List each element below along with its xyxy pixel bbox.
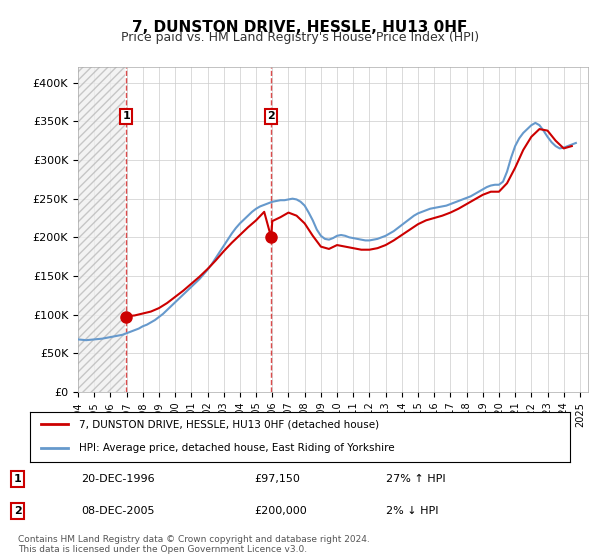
Text: HPI: Average price, detached house, East Riding of Yorkshire: HPI: Average price, detached house, East… bbox=[79, 443, 394, 453]
Text: 7, DUNSTON DRIVE, HESSLE, HU13 0HF: 7, DUNSTON DRIVE, HESSLE, HU13 0HF bbox=[133, 20, 467, 35]
Text: Price paid vs. HM Land Registry's House Price Index (HPI): Price paid vs. HM Land Registry's House … bbox=[121, 31, 479, 44]
Text: £200,000: £200,000 bbox=[254, 506, 307, 516]
Text: £97,150: £97,150 bbox=[254, 474, 300, 484]
Text: 2: 2 bbox=[267, 111, 275, 122]
Text: 7, DUNSTON DRIVE, HESSLE, HU13 0HF (detached house): 7, DUNSTON DRIVE, HESSLE, HU13 0HF (deta… bbox=[79, 419, 379, 429]
Text: 2% ↓ HPI: 2% ↓ HPI bbox=[386, 506, 439, 516]
Text: Contains HM Land Registry data © Crown copyright and database right 2024.
This d: Contains HM Land Registry data © Crown c… bbox=[18, 535, 370, 554]
Text: 08-DEC-2005: 08-DEC-2005 bbox=[81, 506, 155, 516]
Text: 1: 1 bbox=[122, 111, 130, 122]
Text: 1: 1 bbox=[14, 474, 22, 484]
Text: 20-DEC-1996: 20-DEC-1996 bbox=[81, 474, 155, 484]
Text: 27% ↑ HPI: 27% ↑ HPI bbox=[386, 474, 446, 484]
Text: 2: 2 bbox=[14, 506, 22, 516]
